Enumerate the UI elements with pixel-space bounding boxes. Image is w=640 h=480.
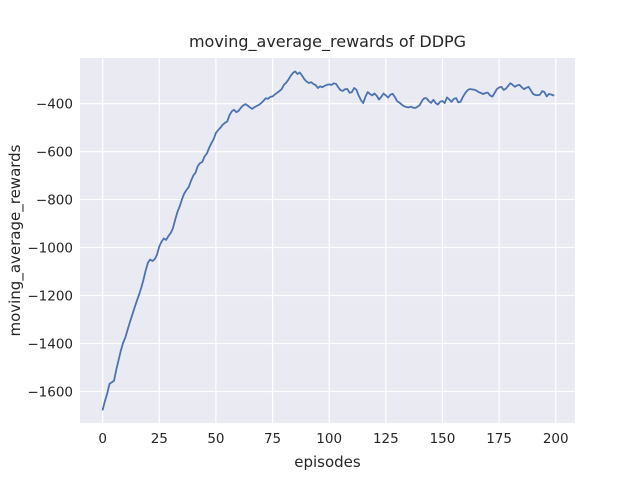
y-axis-label: moving_average_rewards [6,144,24,337]
data-line [101,70,555,411]
x-tick-label: 25 [151,431,168,447]
chart-title: moving_average_rewards of DDPG [188,32,467,51]
y-tick-label: −600 [36,144,73,160]
x-tick-label: 200 [543,431,569,447]
x-tick-label: 175 [486,431,512,447]
y-tick-label: −1600 [27,384,73,400]
y-tick-label: −1200 [27,288,73,304]
x-tick-label: 50 [207,431,224,447]
y-tick-label: −400 [36,96,73,112]
x-tick-label: 125 [373,431,399,447]
plot-area [80,58,575,423]
y-tick-label: −800 [36,192,73,208]
y-tick-label: −1000 [27,240,73,256]
y-tick-label: −1400 [27,336,73,352]
x-tick-label: 150 [430,431,456,447]
x-tick-label: 100 [316,431,342,447]
x-tick-label: 75 [264,431,281,447]
x-tick-label: 0 [98,431,107,447]
x-axis-label: episodes [294,453,361,471]
